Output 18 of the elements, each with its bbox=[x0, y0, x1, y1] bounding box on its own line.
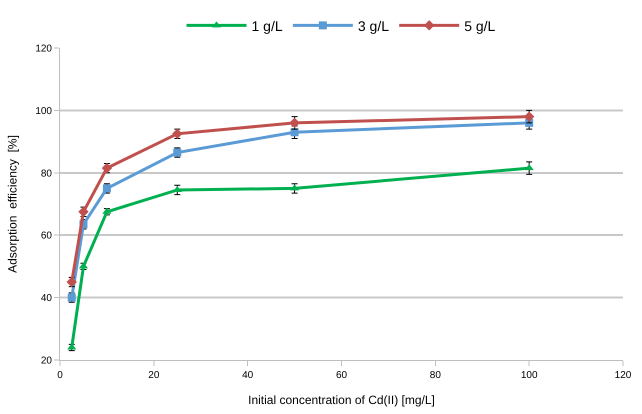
y-axis-title: Adsorption efficiency [%] bbox=[6, 135, 20, 273]
x-tick-label: 60 bbox=[336, 370, 348, 381]
x-tick-label: 0 bbox=[57, 370, 64, 381]
x-axis-title: Initial concentration of Cd(II) [mg/L] bbox=[248, 392, 435, 407]
legend-label: 1 g/L bbox=[252, 18, 283, 34]
y-tick-label: 100 bbox=[35, 106, 52, 117]
x-tick-label: 40 bbox=[242, 370, 254, 381]
x-tick-label: 80 bbox=[430, 370, 442, 381]
y-tick-label: 80 bbox=[40, 168, 52, 180]
x-tick-label: 20 bbox=[148, 370, 160, 381]
y-tick-label: 20 bbox=[40, 356, 52, 366]
legend-label: 5 g/L bbox=[464, 18, 496, 34]
legend-label: 3 g/L bbox=[358, 18, 390, 34]
y-tick-label: 60 bbox=[40, 230, 52, 242]
x-tick-label: 120 bbox=[614, 370, 632, 381]
y-tick-label: 120 bbox=[35, 44, 52, 54]
x-tick-label: 100 bbox=[520, 370, 538, 381]
y-tick-label: 40 bbox=[40, 293, 52, 304]
